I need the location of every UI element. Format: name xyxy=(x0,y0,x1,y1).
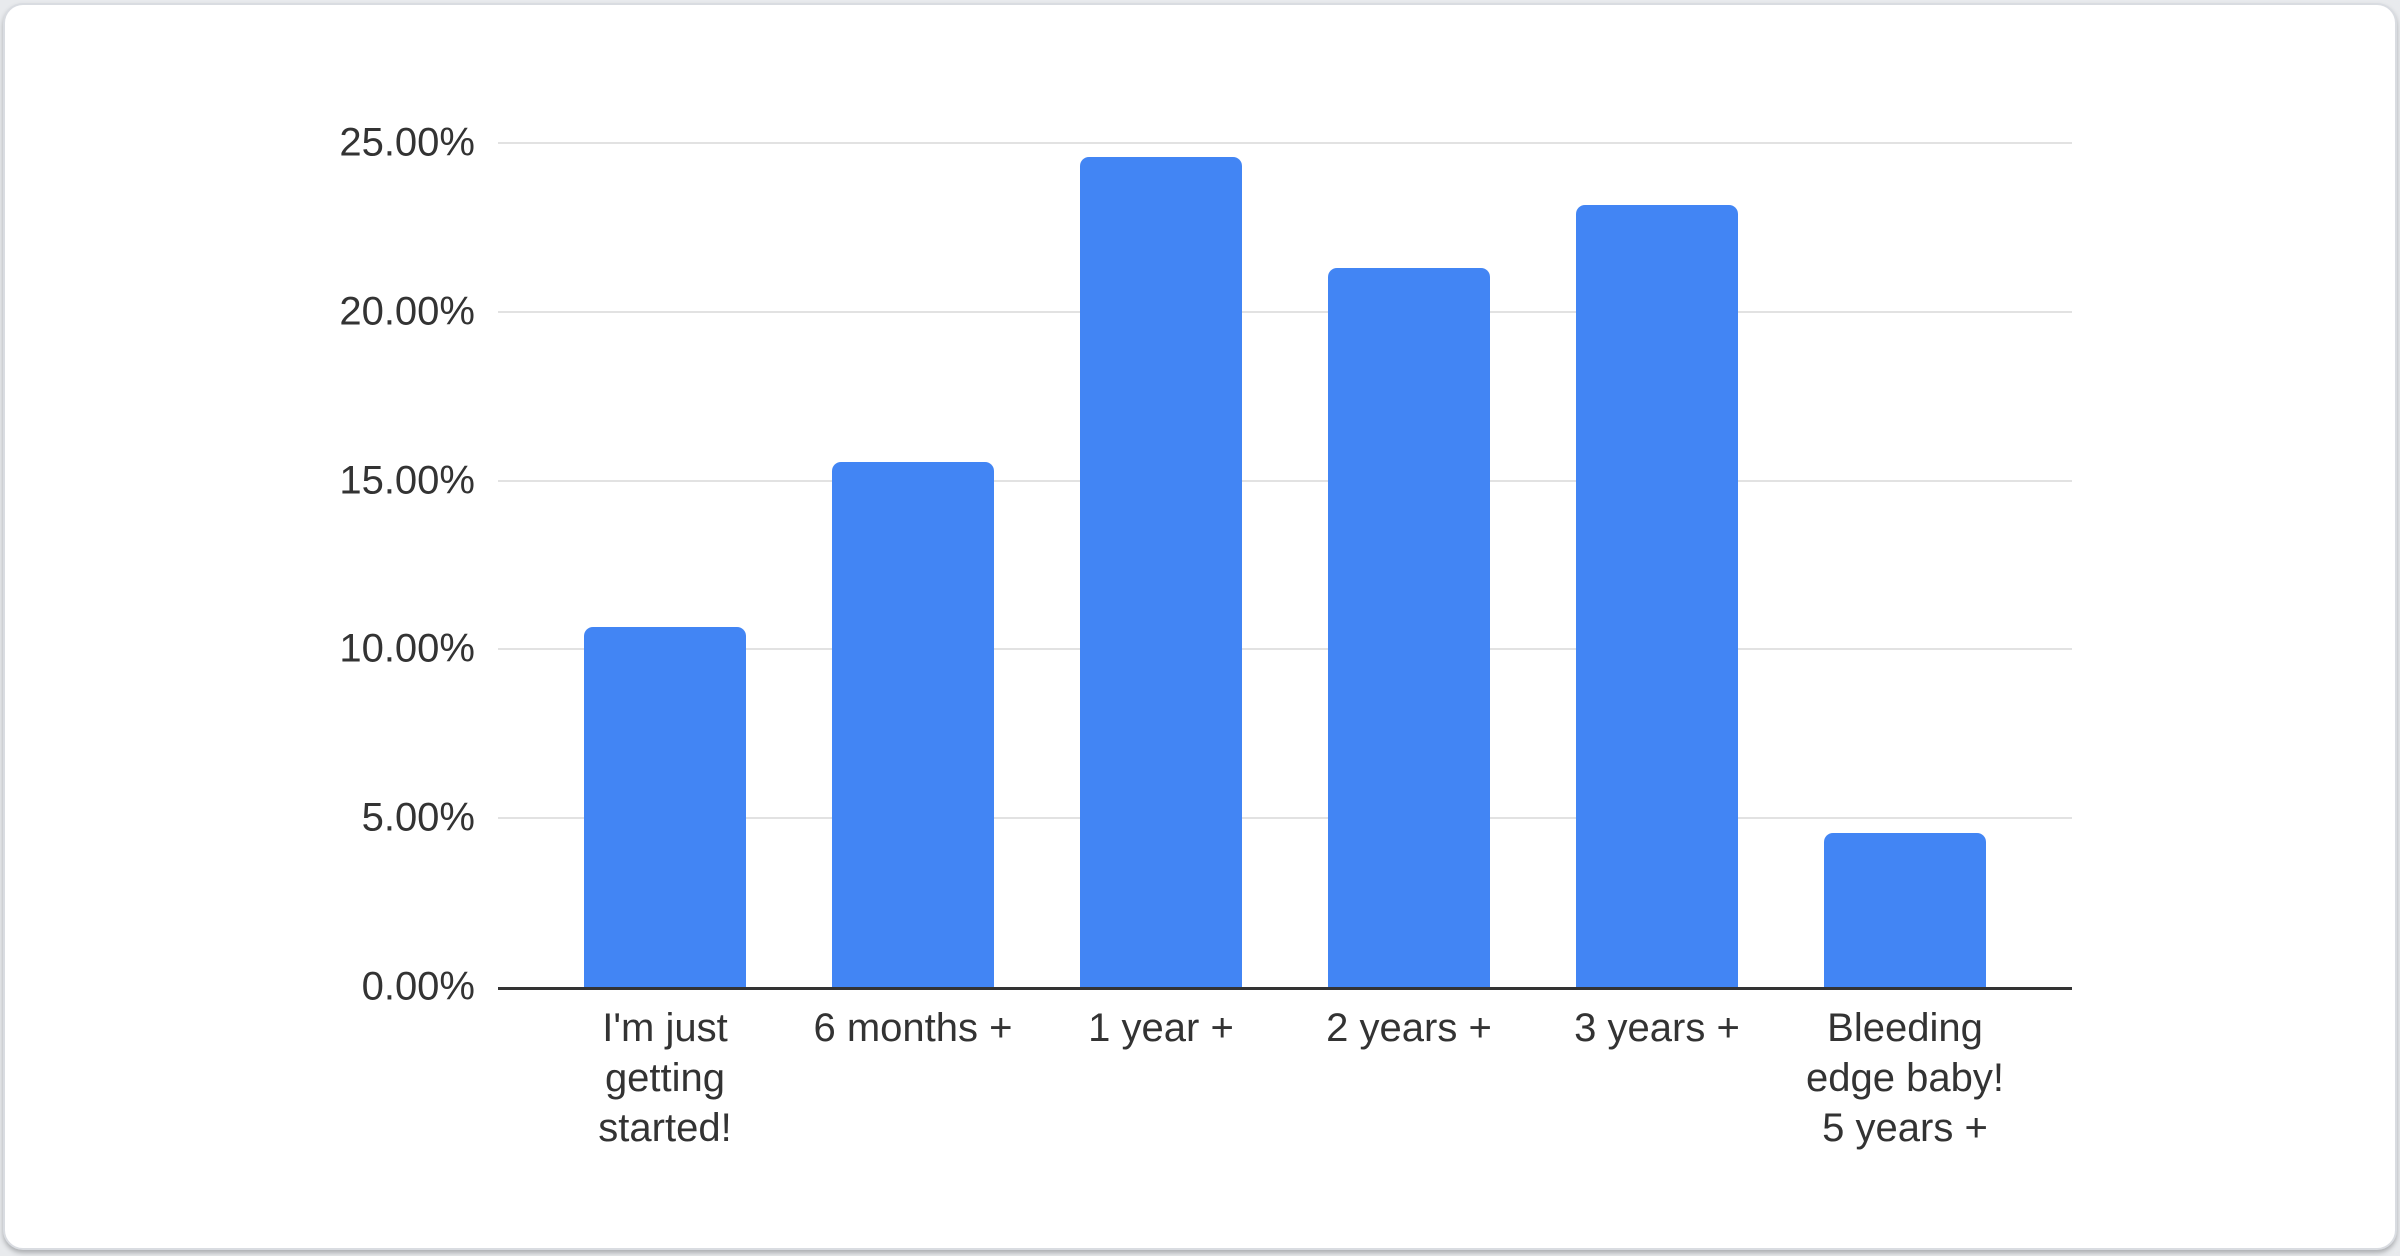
bar-band xyxy=(1285,143,1533,987)
bar-band xyxy=(1037,143,1285,987)
bar-6 xyxy=(1824,833,1986,987)
x-category-label: 1 year + xyxy=(1088,1006,1234,1050)
bar-band xyxy=(1533,143,1781,987)
y-tick-label: 0.00% xyxy=(361,964,475,1009)
bar-2 xyxy=(832,462,994,987)
gridline xyxy=(498,817,2072,820)
y-tick-label: 20.00% xyxy=(339,289,475,334)
bar-4 xyxy=(1328,267,1490,987)
y-tick-label: 15.00% xyxy=(339,458,475,503)
gridline xyxy=(498,310,2072,313)
x-category-label: Bleeding edge baby! 5 years + xyxy=(1806,1006,2004,1150)
gridline xyxy=(498,479,2072,482)
x-category-label: 3 years + xyxy=(1574,1006,1740,1050)
bar-band xyxy=(1781,143,2029,987)
y-axis: 0.00% 5.00% 10.00% 15.00% 20.00% 25.00% xyxy=(5,121,475,1009)
x-category-label: 2 years + xyxy=(1326,1006,1492,1050)
y-tick-label: 5.00% xyxy=(361,795,475,840)
bar-band xyxy=(789,143,1037,987)
bar-5 xyxy=(1576,205,1738,987)
chart-card: 0.00% 5.00% 10.00% 15.00% 20.00% 25.00% I'm j… xyxy=(3,3,2397,1250)
gridline xyxy=(498,648,2072,651)
bars-layer xyxy=(541,143,2029,987)
x-category-label: I'm just getting started! xyxy=(598,1006,732,1150)
bar-3 xyxy=(1080,156,1242,987)
plot-area xyxy=(498,142,2072,990)
x-category-label: 6 months + xyxy=(813,1006,1013,1050)
y-tick-label: 10.00% xyxy=(339,626,475,671)
bar-band xyxy=(541,143,789,987)
x-axis: I'm just getting started! 6 months + 1 yea… xyxy=(541,1003,2029,1153)
bar-chart: 0.00% 5.00% 10.00% 15.00% 20.00% 25.00% I'm j… xyxy=(5,5,2395,1248)
bar-1 xyxy=(584,627,746,987)
y-tick-label: 25.00% xyxy=(339,120,475,165)
gridline xyxy=(498,142,2072,144)
